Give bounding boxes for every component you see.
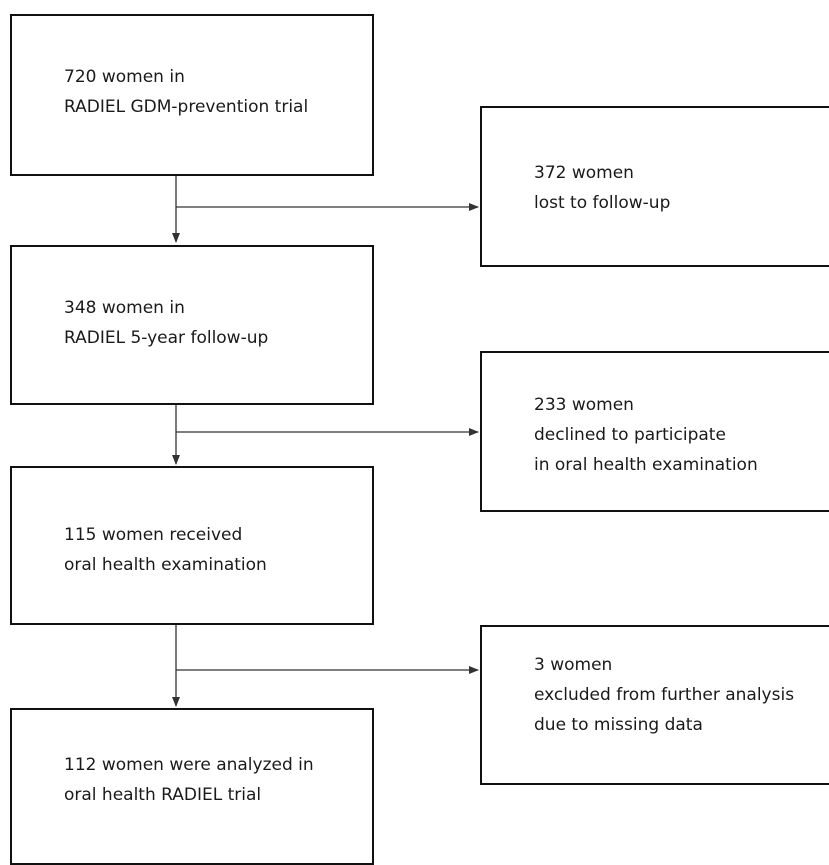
box-analyzed-text: 112 women were analyzed in oral health R… xyxy=(64,750,314,810)
box-lost-followup-line-2: lost to follow-up xyxy=(534,193,671,213)
box-lost-followup: 372 women lost to follow-up xyxy=(480,106,829,267)
box-excluded: 3 women excluded from further analysis d… xyxy=(480,625,829,785)
box-excluded-line-1: 3 women xyxy=(534,655,613,675)
box-examined: 115 women received oral health examinati… xyxy=(10,466,374,625)
box-enrolled-text: 720 women in RADIEL GDM-prevention trial xyxy=(64,62,308,122)
box-declined: 233 women declined to participate in ora… xyxy=(480,351,829,512)
box-declined-line-1: 233 women xyxy=(534,395,634,415)
box-examined-line-2: oral health examination xyxy=(64,555,267,575)
box-enrolled-line-2: RADIEL GDM-prevention trial xyxy=(64,97,309,117)
box-lost-followup-line-1: 372 women xyxy=(534,163,634,183)
box-excluded-line-3: due to missing data xyxy=(534,715,703,735)
box-enrolled-line-1: 720 women in xyxy=(64,67,185,87)
box-examined-text: 115 women received oral health examinati… xyxy=(64,520,267,580)
box-declined-line-3: in oral health examination xyxy=(534,455,758,475)
box-followup-text: 348 women in RADIEL 5-year follow-up xyxy=(64,293,268,353)
box-analyzed-line-2: oral health RADIEL trial xyxy=(64,785,262,805)
box-examined-line-1: 115 women received xyxy=(64,525,243,545)
box-declined-text: 233 women declined to participate in ora… xyxy=(534,390,758,480)
box-excluded-text: 3 women excluded from further analysis d… xyxy=(534,650,794,740)
box-lost-followup-text: 372 women lost to follow-up xyxy=(534,158,670,218)
box-analyzed: 112 women were analyzed in oral health R… xyxy=(10,708,374,865)
box-enrolled: 720 women in RADIEL GDM-prevention trial xyxy=(10,14,374,176)
box-declined-line-2: declined to participate xyxy=(534,425,726,445)
box-followup: 348 women in RADIEL 5-year follow-up xyxy=(10,245,374,405)
box-followup-line-2: RADIEL 5-year follow-up xyxy=(64,328,269,348)
box-excluded-line-2: excluded from further analysis xyxy=(534,685,795,705)
box-analyzed-line-1: 112 women were analyzed in xyxy=(64,755,314,775)
box-followup-line-1: 348 women in xyxy=(64,298,185,318)
